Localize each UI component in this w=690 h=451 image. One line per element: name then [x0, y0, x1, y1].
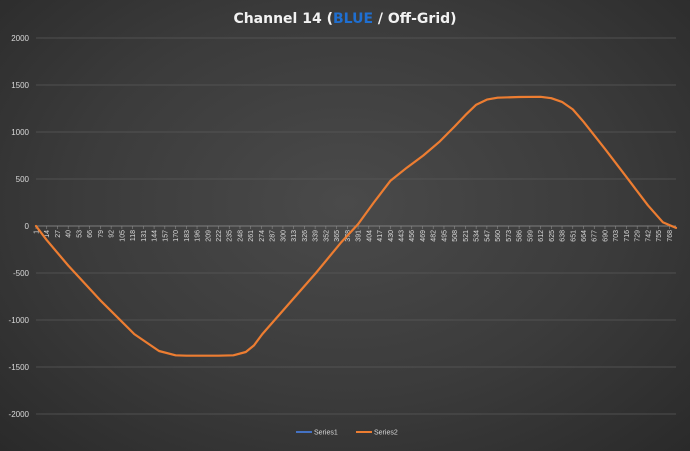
y-tick-label: 1500 — [11, 81, 29, 90]
x-tick-label: 729 — [635, 230, 642, 242]
x-tick-label: 404 — [366, 230, 373, 242]
chart-title: Channel 14 (BLUE / Off-Grid) — [233, 11, 456, 27]
legend: Series1 Series2 — [296, 430, 398, 437]
y-tick-label: 500 — [16, 175, 30, 184]
x-tick-label: 1 — [34, 230, 41, 234]
x-tick-label: 703 — [613, 230, 620, 242]
x-tick-label: 469 — [420, 230, 427, 242]
chart-title-suffix: / Off-Grid) — [373, 11, 457, 27]
x-tick-label: 586 — [517, 230, 524, 242]
x-tick-label: 209 — [205, 230, 212, 242]
x-tick-label: 547 — [484, 230, 491, 242]
x-tick-label: 144 — [152, 230, 159, 242]
x-tick-label: 40 — [66, 230, 73, 238]
x-tick-label: 391 — [356, 230, 363, 242]
x-tick-label: 742 — [645, 230, 652, 242]
x-tick-label: 651 — [570, 230, 577, 242]
x-tick-label: 157 — [162, 230, 169, 242]
x-tick-label: 534 — [474, 230, 481, 242]
y-tick-label: -1000 — [9, 316, 30, 325]
x-tick-label: 235 — [227, 230, 234, 242]
x-tick-label: 638 — [560, 230, 567, 242]
x-tick-label: 365 — [334, 230, 341, 242]
x-tick-label: 352 — [323, 230, 330, 242]
x-tick-label: 196 — [195, 230, 202, 242]
chart-title-highlight: BLUE — [333, 11, 373, 27]
x-tick-label: 625 — [549, 230, 556, 242]
y-tick-label: 1000 — [11, 128, 29, 137]
legend-label-series1: Series1 — [314, 430, 338, 437]
x-tick-label: 495 — [441, 230, 448, 242]
x-tick-label: 118 — [130, 230, 137, 241]
x-tick-label: 508 — [452, 230, 459, 242]
x-tick-label: 27 — [55, 230, 62, 238]
legend-label-series2: Series2 — [374, 430, 398, 437]
x-tick-label: 521 — [463, 230, 470, 242]
x-tick-label: 768 — [667, 230, 674, 242]
x-tick-label: 53 — [76, 230, 83, 238]
x-tick-label: 690 — [602, 230, 609, 242]
x-tick-label: 417 — [377, 230, 384, 242]
x-tick-label: 430 — [388, 230, 395, 242]
y-tick-label: 2000 — [11, 34, 29, 43]
x-tick-label: 313 — [291, 230, 298, 242]
x-tick-label: 755 — [656, 230, 663, 242]
x-tick-label: 599 — [527, 230, 534, 242]
x-tick-label: 456 — [409, 230, 416, 242]
x-tick-label: 612 — [538, 230, 545, 242]
x-tick-label: 66 — [87, 230, 94, 238]
x-tick-label: 79 — [98, 230, 105, 238]
y-tick-label: -2000 — [9, 410, 30, 419]
series-line-series2 — [34, 95, 678, 357]
x-tick-label: 716 — [624, 230, 631, 242]
x-tick-label: 573 — [506, 230, 513, 242]
x-tick-label: 339 — [313, 230, 320, 242]
x-tick-label: 326 — [302, 230, 309, 242]
x-tick-label: 105 — [119, 230, 126, 242]
x-tick-label: 677 — [592, 230, 599, 242]
series-lines — [34, 95, 678, 357]
x-tick-label: 274 — [259, 230, 266, 242]
x-axis: 1 14 27 40 53 66 79 92 105 118 131 144 157 170 183 196 2… — [34, 225, 676, 242]
x-tick-label: 92 — [109, 230, 116, 238]
x-tick-label: 560 — [495, 230, 502, 242]
x-tick-label: 443 — [399, 230, 406, 242]
y-tick-label: -1500 — [9, 363, 30, 372]
x-tick-label: 222 — [216, 230, 223, 242]
x-tick-label: 131 — [141, 230, 148, 242]
x-tick-label: 14 — [44, 230, 51, 238]
x-tick-label: 287 — [270, 230, 277, 242]
x-tick-label: 183 — [184, 230, 191, 242]
y-axis-ticks: -2000 -1500 -1000 -500 0 500 1000 1500 2000 — [9, 34, 30, 419]
x-tick-label: 170 — [173, 230, 180, 242]
x-tick-label: 248 — [237, 230, 244, 242]
y-tick-label: -500 — [13, 269, 30, 278]
y-tick-label: 0 — [25, 222, 30, 231]
x-tick-label: 482 — [431, 230, 438, 242]
chart-title-prefix: Channel 14 ( — [233, 11, 333, 27]
x-tick-label: 664 — [581, 230, 588, 242]
x-tick-label: 261 — [248, 230, 255, 242]
x-tick-label: 300 — [280, 230, 287, 242]
